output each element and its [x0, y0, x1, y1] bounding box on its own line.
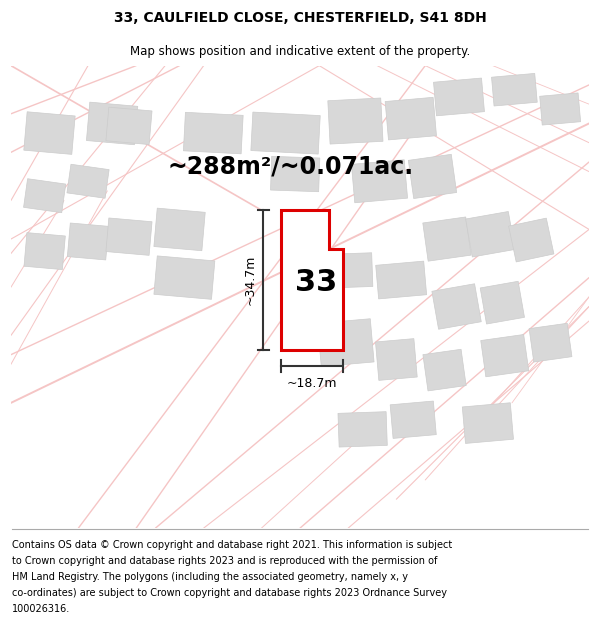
- Polygon shape: [317, 319, 374, 366]
- Polygon shape: [154, 208, 205, 251]
- Polygon shape: [251, 112, 320, 154]
- Polygon shape: [529, 323, 572, 362]
- Polygon shape: [385, 98, 436, 140]
- Polygon shape: [481, 334, 529, 377]
- Polygon shape: [154, 256, 215, 299]
- Polygon shape: [328, 253, 373, 288]
- Polygon shape: [184, 112, 243, 154]
- Polygon shape: [67, 164, 109, 198]
- Polygon shape: [86, 102, 138, 145]
- Text: 33, CAULFIELD CLOSE, CHESTERFIELD, S41 8DH: 33, CAULFIELD CLOSE, CHESTERFIELD, S41 8…: [113, 11, 487, 26]
- Text: Map shows position and indicative extent of the property.: Map shows position and indicative extent…: [130, 45, 470, 58]
- Polygon shape: [539, 93, 581, 125]
- Polygon shape: [106, 107, 152, 144]
- Polygon shape: [376, 261, 427, 299]
- Polygon shape: [352, 160, 407, 202]
- Text: ~34.7m: ~34.7m: [244, 255, 256, 305]
- Text: to Crown copyright and database rights 2023 and is reproduced with the permissio: to Crown copyright and database rights 2…: [12, 556, 437, 566]
- Polygon shape: [509, 218, 554, 262]
- Text: ~288m²/~0.071ac.: ~288m²/~0.071ac.: [167, 155, 413, 179]
- Polygon shape: [271, 156, 320, 192]
- Polygon shape: [24, 232, 65, 269]
- Polygon shape: [480, 281, 524, 324]
- Polygon shape: [491, 73, 537, 106]
- Text: 33: 33: [295, 268, 338, 297]
- Polygon shape: [281, 210, 343, 350]
- Polygon shape: [423, 217, 471, 261]
- Polygon shape: [376, 339, 417, 381]
- Polygon shape: [466, 211, 515, 257]
- Text: Contains OS data © Crown copyright and database right 2021. This information is : Contains OS data © Crown copyright and d…: [12, 540, 452, 550]
- Polygon shape: [432, 284, 481, 329]
- Polygon shape: [106, 218, 152, 256]
- Polygon shape: [434, 78, 484, 116]
- Polygon shape: [423, 349, 466, 391]
- Polygon shape: [338, 412, 387, 447]
- Text: co-ordinates) are subject to Crown copyright and database rights 2023 Ordnance S: co-ordinates) are subject to Crown copyr…: [12, 588, 447, 598]
- Polygon shape: [328, 98, 383, 144]
- Polygon shape: [24, 112, 75, 154]
- Polygon shape: [67, 223, 109, 260]
- Polygon shape: [462, 402, 514, 443]
- Polygon shape: [409, 154, 457, 199]
- Polygon shape: [23, 179, 66, 212]
- Text: 100026316.: 100026316.: [12, 604, 70, 614]
- Polygon shape: [390, 401, 436, 438]
- Text: ~18.7m: ~18.7m: [287, 377, 337, 390]
- Text: HM Land Registry. The polygons (including the associated geometry, namely x, y: HM Land Registry. The polygons (includin…: [12, 572, 408, 582]
